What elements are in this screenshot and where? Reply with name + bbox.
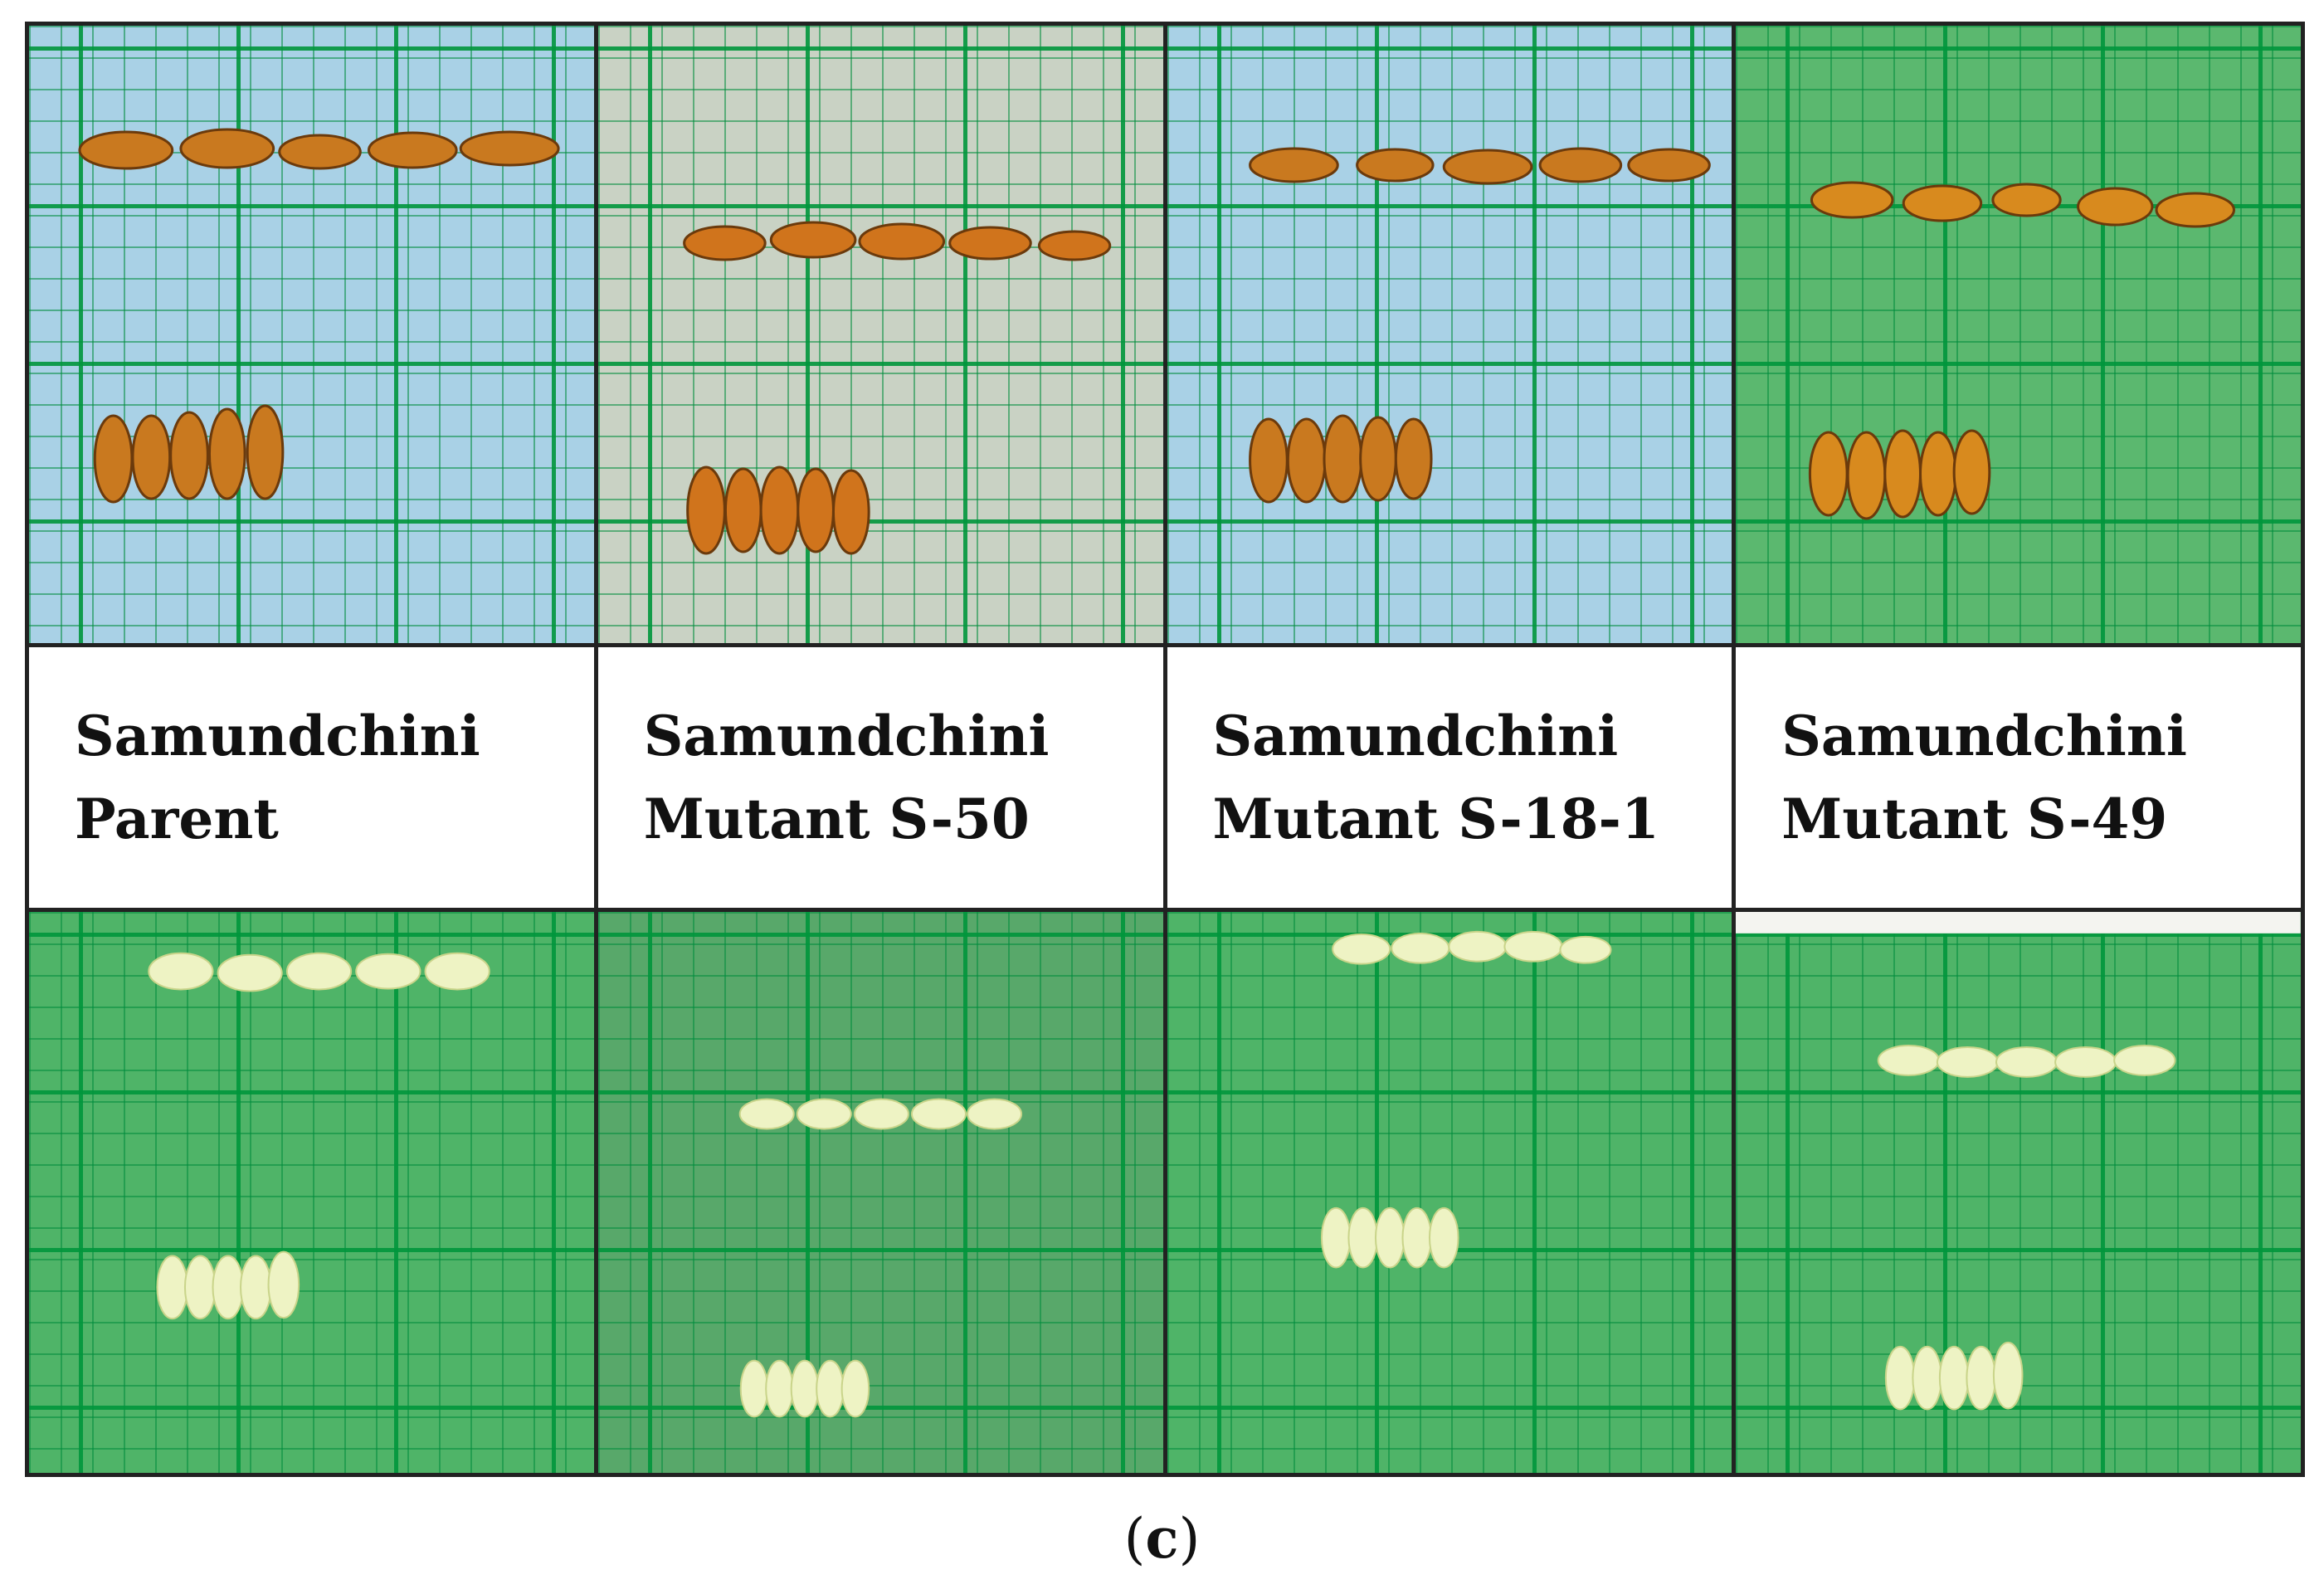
label-line-2: Mutant S-49 (1781, 787, 2168, 851)
milled-grains-s49 (1736, 912, 2301, 1411)
label-line-1: Samundchini (643, 704, 1050, 768)
label-line-2: Parent (75, 787, 279, 851)
graph-paper-background (597, 26, 1163, 643)
paddy-photo-s18-1 (1167, 26, 1732, 643)
caption-letter: c (1145, 1506, 1179, 1571)
label-s18-1: Samundchini Mutant S-18-1 (1167, 647, 1732, 908)
milled-grains-parent (148, 952, 490, 1320)
graph-paper-background (597, 912, 1163, 1473)
graph-paper-background (1736, 26, 2301, 643)
graph-paper-background (29, 26, 594, 643)
graph-paper-background (1167, 26, 1732, 643)
paddy-grains-s50 (682, 221, 1112, 555)
graph-paper-background (1167, 912, 1732, 1473)
label-line-2: Mutant S-50 (643, 787, 1030, 851)
label-s49: Samundchini Mutant S-49 (1736, 647, 2301, 908)
label-parent: Samundchini Parent (29, 647, 594, 908)
caption-close: ) (1178, 1507, 1201, 1571)
label-line-1: Samundchini (75, 704, 480, 768)
milled-grains-s50 (738, 1098, 1022, 1418)
paddy-grains-s49 (1809, 181, 2236, 520)
graph-paper-background (29, 912, 594, 1473)
milled-photo-parent (29, 912, 594, 1473)
label-s50: Samundchini Mutant S-50 (597, 647, 1163, 908)
milled-photo-s49 (1736, 912, 2301, 1473)
paddy-photo-s49 (1736, 26, 2301, 643)
graph-paper-background (1736, 912, 2301, 1473)
label-line-1: Samundchini (1212, 704, 1619, 768)
figure-caption: (c) (0, 1506, 2324, 1571)
label-line-2: Mutant S-18-1 (1212, 787, 1659, 851)
figure-grid: Samundchini Parent Samundchini Mutant S-… (25, 22, 2305, 1477)
paddy-photo-parent (29, 26, 594, 643)
milled-grains-s18-1 (1320, 930, 1611, 1269)
milled-photo-s50 (597, 912, 1163, 1473)
caption-open: ( (1123, 1507, 1146, 1571)
paddy-grains-parent (78, 128, 560, 504)
milled-photo-s18-1 (1167, 912, 1732, 1473)
label-line-1: Samundchini (1781, 704, 2187, 768)
paddy-grains-s18-1 (1248, 147, 1711, 504)
paddy-photo-s50 (597, 26, 1163, 643)
